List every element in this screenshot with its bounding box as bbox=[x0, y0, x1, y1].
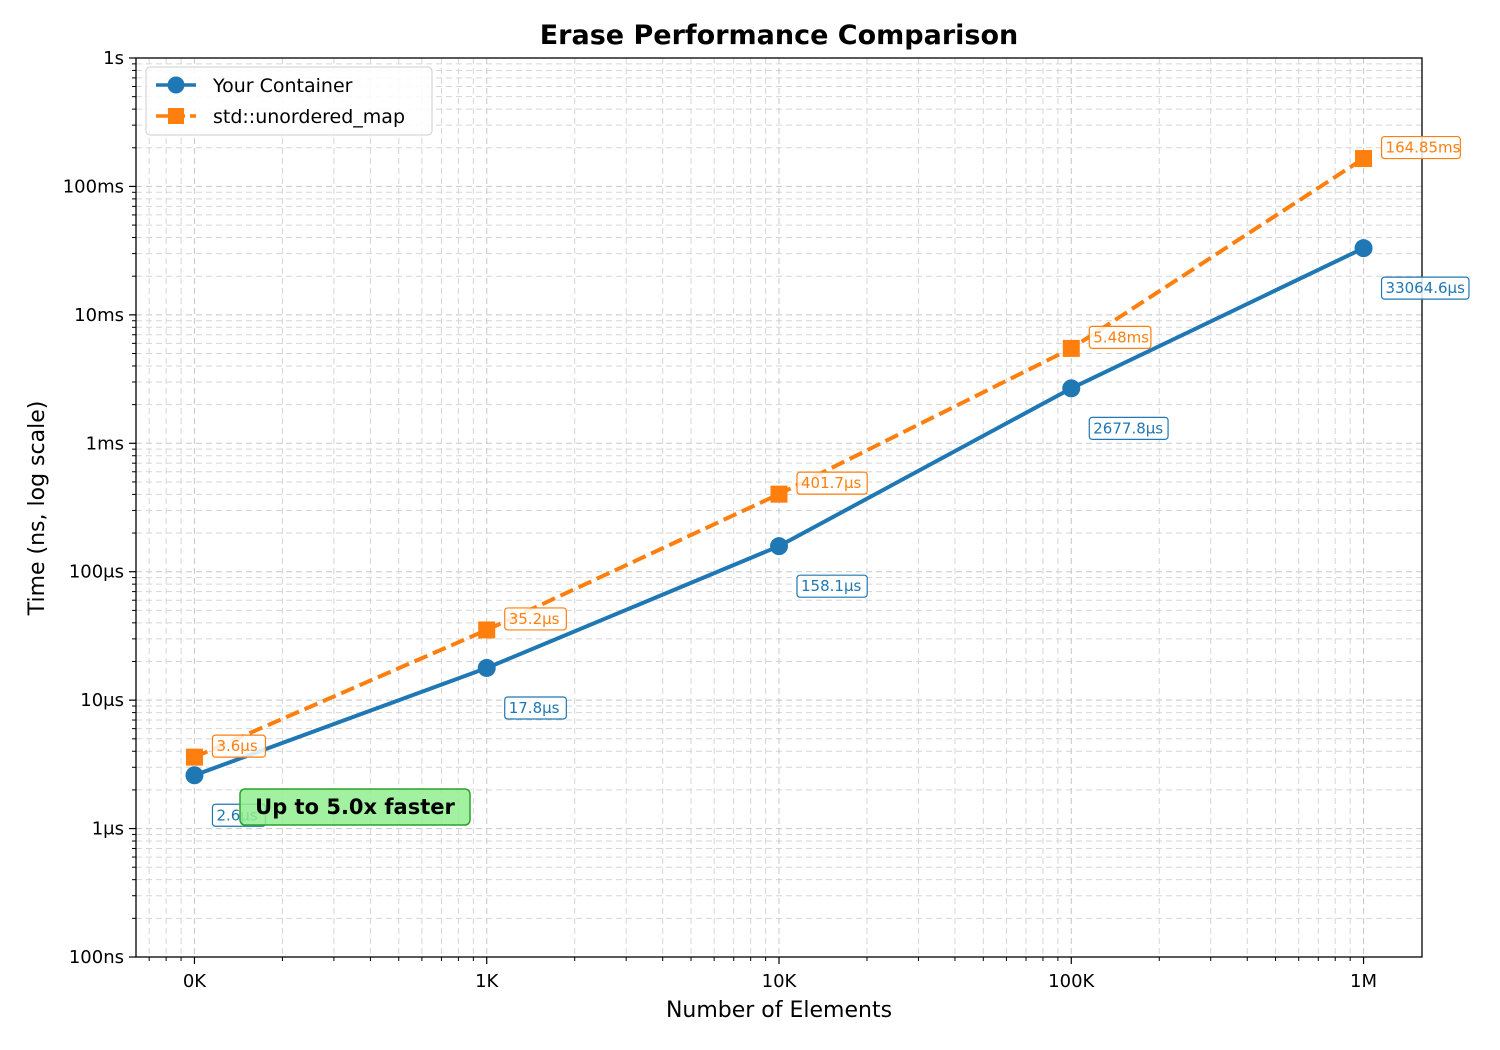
x-tick-label: 1K bbox=[475, 971, 499, 992]
y-axis-label: Time (ns, log scale) bbox=[25, 401, 50, 617]
legend-label-your-container: Your Container bbox=[212, 75, 353, 97]
y-tick-label: 100μs bbox=[69, 562, 124, 583]
y-tick-label: 1s bbox=[103, 48, 124, 69]
series-layer bbox=[185, 150, 1373, 785]
data-point-std-unordered-map bbox=[1062, 339, 1080, 357]
data-label-your-container: 17.8μs bbox=[509, 699, 560, 717]
y-tick-label: 10μs bbox=[80, 690, 124, 711]
data-label-box-std-unordered-map bbox=[796, 471, 868, 495]
data-point-std-unordered-map bbox=[1355, 150, 1373, 168]
data-label-box-std-unordered-map bbox=[1088, 325, 1152, 350]
data-label-std-unordered-map: 5.48ms bbox=[1093, 328, 1149, 346]
data-label-your-container: 33064.6μs bbox=[1386, 279, 1466, 297]
data-label-your-container: 158.1μs bbox=[801, 577, 861, 595]
x-tick-label: 10K bbox=[762, 971, 798, 992]
data-label-std-unordered-map: 3.6μs bbox=[216, 737, 257, 755]
data-label-std-unordered-map: 35.2μs bbox=[509, 610, 560, 628]
data-point-your-container bbox=[477, 658, 496, 677]
speedup-callout: Up to 5.0x faster bbox=[239, 788, 471, 826]
legend: Your Container std::unordered_map bbox=[145, 66, 433, 136]
x-tick-label: 0K bbox=[183, 971, 207, 992]
grid bbox=[136, 58, 1422, 958]
data-label-box-std-unordered-map bbox=[1380, 135, 1461, 160]
data-label-box-your-container bbox=[1380, 276, 1470, 300]
data-label-std-unordered-map: 164.85ms bbox=[1386, 139, 1461, 157]
speedup-callout-text: Up to 5.0x faster bbox=[255, 795, 455, 819]
data-point-your-container bbox=[185, 766, 204, 785]
data-point-your-container bbox=[770, 537, 788, 556]
data-label-your-container: 2677.8μs bbox=[1093, 419, 1163, 437]
x-axis-label: Number of Elements bbox=[666, 998, 892, 1023]
legend-box bbox=[145, 66, 433, 136]
y-tick-label: 10ms bbox=[74, 305, 124, 326]
data-point-std-unordered-map bbox=[185, 748, 203, 766]
speedup-callout-box bbox=[239, 788, 471, 826]
y-tick-label: 100ns bbox=[69, 947, 124, 968]
data-label-box-your-container bbox=[1088, 416, 1169, 440]
y-tick-label: 100ms bbox=[63, 176, 124, 197]
x-tick-label: 100K bbox=[1048, 971, 1095, 992]
y-tick-label: 1ms bbox=[86, 433, 124, 454]
y-tick-label: 1μs bbox=[92, 819, 124, 840]
x-tick-label: 1M bbox=[1350, 971, 1377, 992]
data-point-std-unordered-map bbox=[770, 485, 788, 503]
ticks: 100ns 1μs 10μs 100μs 1ms 10ms 100ms 1s 0K 1K 10K 10… bbox=[63, 48, 1377, 992]
minor-ticks bbox=[132, 63, 1351, 961]
data-label-std-unordered-map: 401.7μs bbox=[801, 474, 861, 492]
legend-marker-unordered-map bbox=[168, 108, 184, 124]
data-label-box-std-unordered-map bbox=[504, 607, 567, 631]
legend-label-unordered-map: std::unordered_map bbox=[213, 106, 405, 128]
data-point-your-container bbox=[1062, 379, 1081, 398]
data-label-box-std-unordered-map bbox=[211, 734, 267, 758]
legend-marker-your-container bbox=[167, 76, 185, 94]
data-labels: 2.6μs17.8μs158.1μs2677.8μs33064.6μs3.6μs… bbox=[211, 135, 1470, 827]
chart-title: Erase Performance Comparison bbox=[540, 20, 1019, 51]
data-point-your-container bbox=[1354, 239, 1373, 258]
data-label-box-your-container bbox=[796, 574, 868, 598]
data-point-std-unordered-map bbox=[478, 621, 496, 639]
data-label-box-your-container bbox=[504, 696, 567, 720]
